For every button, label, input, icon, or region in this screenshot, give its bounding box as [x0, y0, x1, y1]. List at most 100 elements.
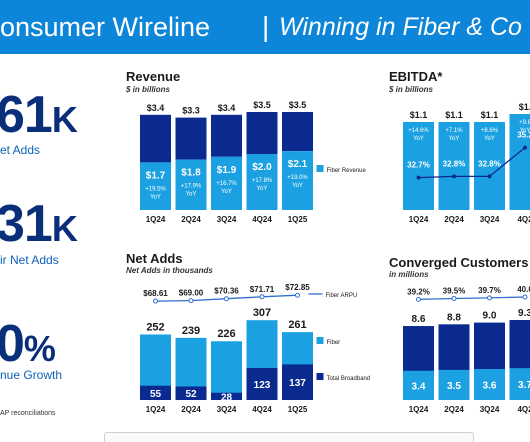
converged-rate-label: 39.5% [443, 287, 466, 296]
converged-inner-label: 3.5 [447, 381, 461, 392]
converged-inner-bar [474, 369, 505, 400]
converged-subtitle: in millions [389, 270, 429, 279]
converged-total-label: 8.6 [412, 314, 426, 325]
ebitda-growth-label: +14.6% [408, 128, 429, 134]
ebitda-total-label: $1.1 [410, 110, 428, 120]
converged-rate-point [487, 295, 492, 301]
revenue-total-bar [211, 114, 242, 157]
revenue-total-label: $3.5 [253, 100, 271, 110]
revenue-total-bar [282, 112, 313, 152]
ebitda-growth-unit: YoY [449, 136, 460, 142]
revenue-total-bar [175, 117, 207, 160]
revenue-growth-unit: YoY [292, 183, 303, 189]
ebitda-margin-label: 32.8% [478, 159, 501, 168]
revenue-title: Revenue [126, 69, 181, 84]
net-adds-total-label: 307 [253, 307, 271, 319]
net-adds-fiber-legend-label: Fiber [327, 340, 341, 346]
converged-category-label: 1Q24 [409, 405, 429, 414]
ebitda-bar [474, 122, 505, 210]
converged-category-label: 4Q2 [517, 405, 530, 414]
net-adds-category-label: 1Q25 [288, 405, 308, 414]
revenue-growth-unit: YoY [186, 192, 197, 198]
ebitda-margin-label: 32.7% [407, 161, 430, 170]
kpi-revenue-growth-label: nue Growth [0, 368, 63, 382]
ebitda-total-label: $1.1 [445, 110, 463, 120]
converged-rate-label: 39.7% [478, 286, 501, 295]
net-adds-arpu-label: $70.36 [214, 287, 239, 296]
kpi-net-adds-label: et Adds [0, 143, 41, 157]
net-adds-broadband-label: 55 [150, 389, 162, 400]
revenue-category-label: 4Q24 [252, 215, 272, 224]
ebitda-margin-point [523, 145, 527, 150]
net-adds-category-label: 4Q24 [252, 405, 272, 414]
ebitda-bar [509, 114, 530, 210]
converged-total-label: 9.3 [518, 308, 530, 319]
converged-rate-label: 39.2% [407, 287, 430, 296]
converged-inner-label: 3.6 [483, 381, 497, 392]
ebitda-growth-unit: YoY [484, 136, 495, 142]
revenue-fiber-bar [246, 154, 278, 210]
ebitda-margin-label: 32.8% [443, 159, 466, 168]
ebitda-margin-line [418, 147, 526, 179]
ebitda-subtitle: $ in billions [389, 85, 434, 94]
ebitda-margin-point [452, 174, 456, 179]
converged-rate-line [418, 296, 526, 301]
revenue-category-label: 2Q24 [181, 215, 201, 224]
revenue-growth-label: +17.8% [252, 178, 273, 184]
net-adds-arpu-label: $69.00 [179, 289, 204, 298]
revenue-fiber-bar [282, 151, 313, 210]
ebitda-title: EBITDA* [389, 69, 443, 84]
revenue-growth-unit: YoY [221, 189, 232, 195]
net-adds-broadband-label: 52 [185, 389, 197, 400]
kpi-fiber-net-adds-value: 31K [0, 195, 78, 253]
net-adds-broadband-label: 123 [254, 380, 271, 391]
net-adds-total-label: 226 [217, 328, 235, 340]
net-adds-broadband-bar [282, 364, 313, 400]
converged-rate-point [522, 294, 528, 300]
revenue-total-label: $3.5 [289, 100, 307, 110]
revenue-growth-unit: YoY [150, 194, 161, 200]
revenue-fiber-label: $1.7 [146, 170, 166, 181]
converged-title: Converged Customers [389, 255, 529, 270]
net-adds-category-label: 3Q24 [217, 405, 237, 414]
net-adds-broadband-label: 28 [221, 392, 233, 403]
kpi-net-adds-value: 61K [0, 86, 78, 144]
net-adds-title: Net Adds [126, 251, 183, 266]
revenue-fiber-bar [211, 156, 242, 210]
ebitda-growth-unit: YoY [520, 128, 530, 134]
net-adds-total-label: 239 [182, 325, 200, 337]
ebitda-margin-point [487, 174, 492, 179]
net-adds-broadband-bar [211, 392, 242, 400]
revenue-total-bar [140, 114, 171, 163]
footnote: AP reconciliations [0, 410, 56, 417]
revenue-category-label: 1Q25 [288, 215, 308, 224]
converged-inner-bar [438, 369, 470, 400]
revenue-chart: $3.4 $1.7 +19.5% YoY 1Q24 $3.3 $1.8 +17.9% YoY 2Q… [140, 100, 367, 224]
kpi-fiber-net-adds-label: ir Net Adds [0, 253, 59, 267]
revenue-category-label: 3Q24 [217, 215, 237, 224]
net-adds-total-label: 252 [146, 321, 164, 333]
net-adds-broadband-legend-label: Total Broadband [327, 376, 371, 382]
net-adds-arpu-point [153, 298, 158, 304]
net-adds-category-label: 2Q24 [181, 405, 201, 414]
revenue-legend-swatch [316, 165, 324, 172]
revenue-fiber-label: $2.0 [252, 162, 272, 173]
ebitda-bar [438, 122, 470, 210]
net-adds-arpu-label: $68.61 [143, 289, 168, 298]
ebitda-category-label: 2Q24 [444, 215, 464, 224]
net-adds-subtitle: Net Adds in thousands [126, 266, 213, 275]
revenue-fiber-bar [140, 162, 171, 210]
net-adds-arpu-label: $72.85 [285, 283, 310, 292]
net-adds-arpu-label: $71.71 [250, 285, 275, 294]
converged-rate-point [416, 296, 421, 302]
converged-category-label: 3Q24 [480, 405, 500, 414]
ebitda-category-label: 1Q24 [409, 215, 429, 224]
revenue-total-bar [246, 112, 278, 154]
scroll-bar[interactable] [104, 432, 474, 442]
converged-total-label: 9.0 [483, 311, 497, 322]
ebitda-growth-label: +8.6% [481, 128, 499, 134]
banner-separator: | [262, 11, 270, 42]
revenue-growth-label: +19.5% [145, 186, 166, 192]
ebitda-margin-label: 35.2 [517, 131, 530, 140]
net-adds-fiber-legend-swatch [316, 337, 324, 344]
